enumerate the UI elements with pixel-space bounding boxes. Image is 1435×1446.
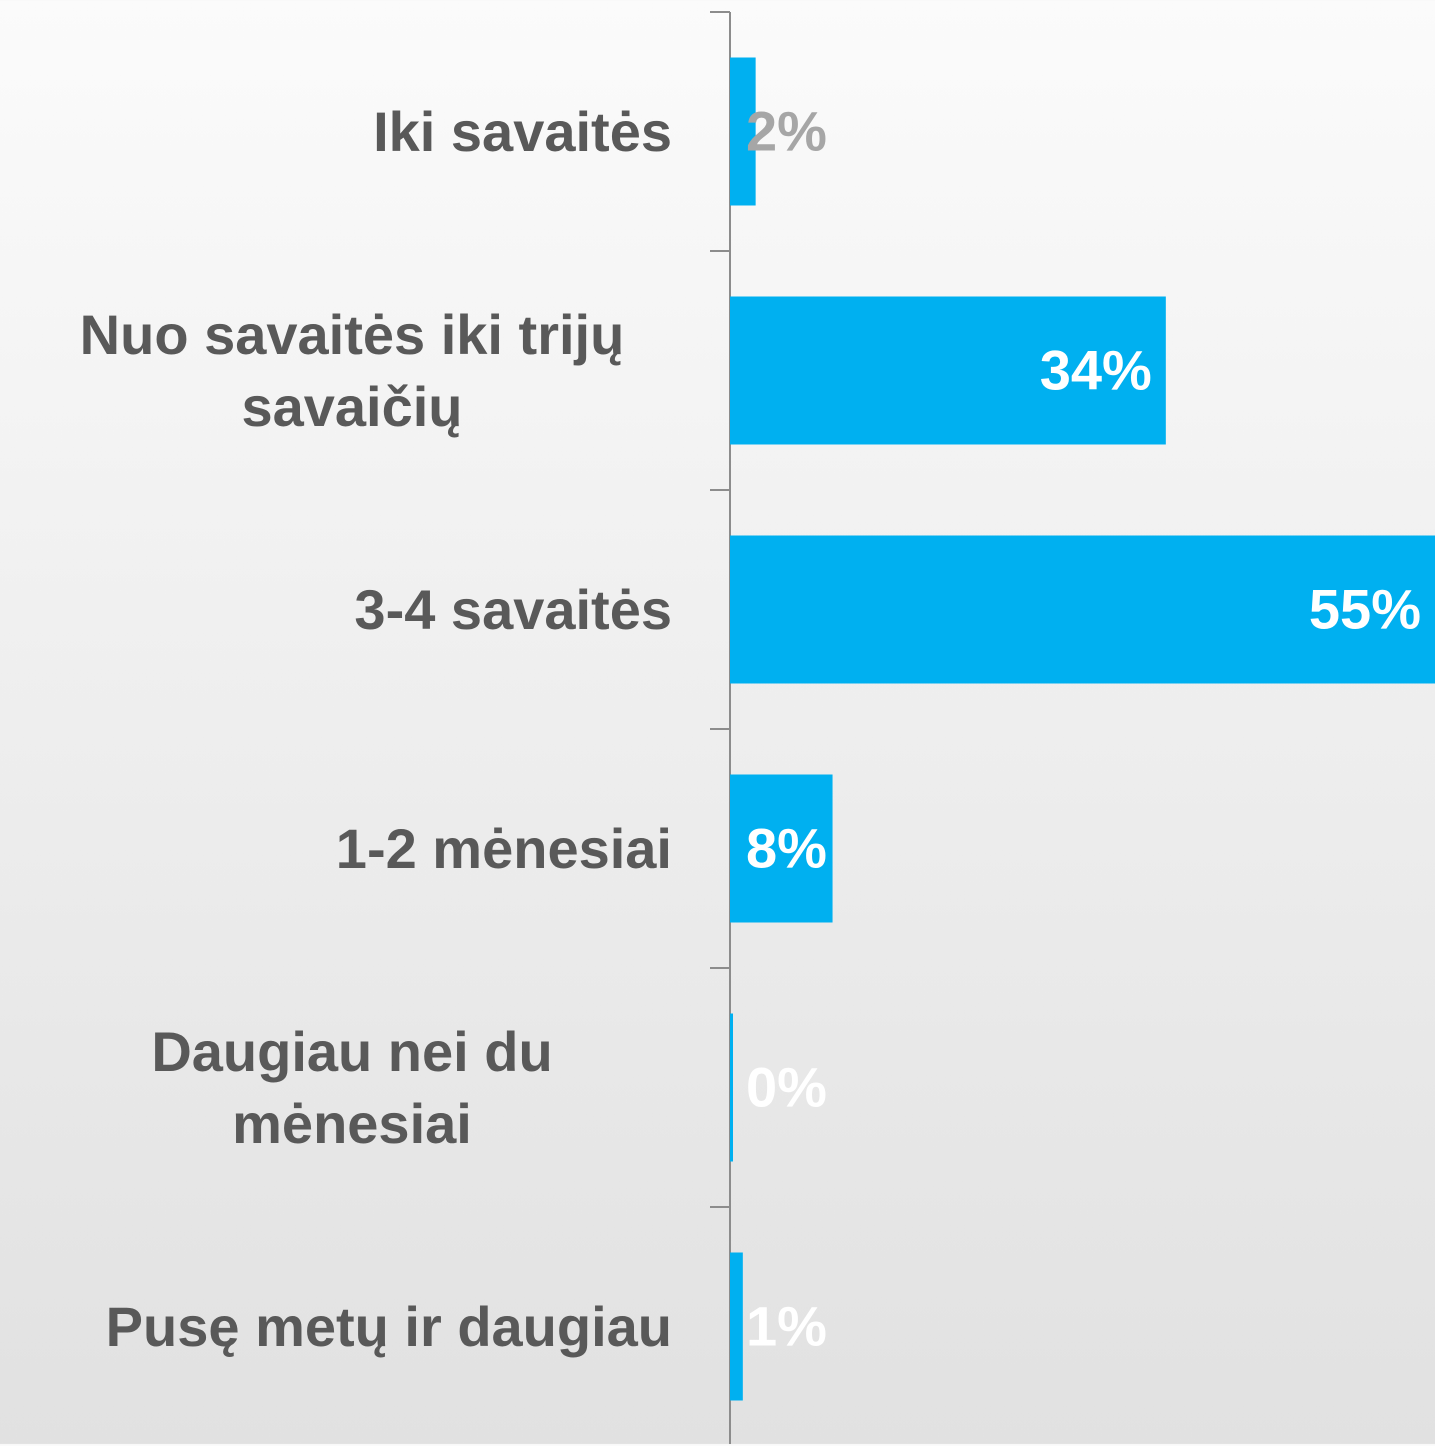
category-label-box: Pusę metų ir daugiau (0, 1207, 672, 1446)
bar (730, 296, 1166, 445)
category-label-box: Nuo savaitės iki trijų savaičių (0, 251, 672, 490)
bar (730, 535, 1435, 684)
bar (730, 774, 833, 923)
data-label: 2% (746, 99, 827, 162)
data-label: 8% (746, 816, 827, 879)
category-label: Pusę metų ir daugiau (105, 1294, 672, 1358)
bar (730, 1013, 733, 1162)
data-label: 55% (1309, 577, 1421, 640)
data-label: 1% (746, 1294, 827, 1357)
data-label: 34% (1040, 338, 1152, 401)
category-label: Nuo savaitės iki trijų savaičių (79, 302, 625, 438)
category-label-box: Iki savaitės (0, 12, 672, 251)
category-label-box: Daugiau nei du mėnesiai (0, 968, 672, 1207)
data-label: 0% (746, 1055, 827, 1118)
category-label: Daugiau nei du mėnesiai (151, 1019, 553, 1155)
category-label-box: 1-2 mėnesiai (0, 729, 672, 968)
category-label-box: 3-4 savaitės (0, 490, 672, 729)
category-label: 3-4 savaitės (354, 577, 672, 641)
category-label: 1-2 mėnesiai (335, 816, 672, 880)
bar (730, 1252, 743, 1401)
bar (730, 57, 756, 206)
category-label: Iki savaitės (373, 99, 672, 163)
